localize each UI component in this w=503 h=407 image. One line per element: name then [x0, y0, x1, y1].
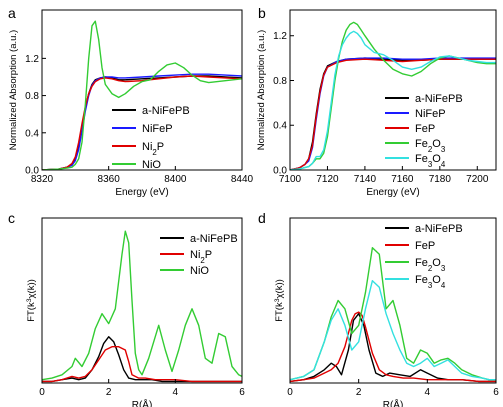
- legend: a-NiFePB NiFeP Ni2P NiO: [112, 105, 190, 171]
- legend-label: a-NiFePB: [415, 223, 463, 235]
- series-line-a-nifepb: [42, 336, 242, 383]
- series-group: [290, 247, 496, 383]
- x-tick-label: 0: [287, 387, 293, 398]
- legend-label: a-NiFePB: [415, 93, 463, 105]
- series-group: [290, 21, 496, 170]
- legend-label: Fe2O3: [415, 257, 446, 273]
- series-line-nifep: [42, 73, 242, 170]
- plot-frame: [289, 217, 497, 384]
- y-tick-label: 0.8: [25, 91, 39, 102]
- plot-frame: [41, 217, 243, 384]
- series-line-fe2o3: [290, 21, 496, 170]
- series-line-a-nifepb: [290, 57, 496, 170]
- x-tick-label: 6: [239, 387, 245, 398]
- x-axis-label: R(Å): [383, 398, 404, 407]
- series-line-ni2p: [42, 75, 242, 170]
- x-tick-label: 7140: [354, 174, 377, 185]
- x-tick-label: 4: [425, 387, 431, 398]
- y-tick-label: 0.4: [25, 128, 39, 139]
- x-axis-label: Energy (eV): [115, 187, 168, 198]
- series-line-fe3o4: [290, 280, 496, 381]
- legend-label: FeP: [415, 123, 435, 135]
- y-axis-label: FT(k3χ(k)): [274, 279, 286, 322]
- x-tick-label: 8360: [98, 174, 121, 185]
- panel-label: d: [258, 210, 266, 226]
- y-tick-label: 0.8: [273, 76, 287, 87]
- legend-label: NiFeP: [142, 123, 173, 135]
- panel-label: a: [8, 5, 16, 21]
- x-tick-label: 4: [173, 387, 179, 398]
- series-line-fe2o3: [290, 247, 496, 381]
- x-tick-label: 2: [106, 387, 112, 398]
- x-tick-label: 7100: [279, 174, 302, 185]
- series-line-nifep: [290, 57, 496, 170]
- legend-label: Fe3O4: [415, 153, 446, 169]
- series-line-fep: [290, 58, 496, 170]
- series-line-nio: [42, 230, 242, 381]
- legend-label: Ni2P: [190, 249, 212, 265]
- series-line-fe3o4: [290, 30, 496, 170]
- x-tick-label: 6: [493, 387, 499, 398]
- x-tick-label: 8440: [231, 174, 254, 185]
- x-tick-label: 2: [356, 387, 362, 398]
- plot-frame: [289, 9, 497, 171]
- legend-label: Ni2P: [142, 141, 164, 157]
- series-line-a-nifepb: [290, 313, 496, 383]
- series-line-nio: [42, 20, 242, 170]
- x-tick-label: 8320: [31, 174, 54, 185]
- y-axis-label: FT(k3χ(k)): [26, 279, 38, 322]
- y-tick-label: 0.0: [273, 166, 287, 177]
- y-axis-label: Normalized Absorption (a.u.): [8, 30, 19, 150]
- x-tick-label: 7160: [391, 174, 414, 185]
- legend-label: a-NiFePB: [190, 233, 238, 245]
- legend-label: NiO: [190, 265, 209, 277]
- legend-label: a-NiFePB: [142, 105, 190, 117]
- panel-label: b: [258, 5, 266, 21]
- x-axis-label: R(Å): [132, 398, 153, 407]
- series-group: [42, 20, 242, 170]
- plot-frame: [41, 9, 243, 171]
- panel-label: c: [8, 210, 15, 226]
- x-tick-label: 7200: [466, 174, 489, 185]
- series-line-ni2p: [42, 346, 242, 383]
- panel-b: 7100 7120 7140 7160 7180 7200 0.0 0.4 0.8 1.2 Ener…: [256, 5, 497, 198]
- x-tick-label: 7120: [316, 174, 339, 185]
- legend-label: NiO: [142, 159, 161, 171]
- series-group: [42, 230, 242, 383]
- y-tick-label: 0.0: [25, 166, 39, 177]
- x-tick-label: 0: [39, 387, 45, 398]
- y-tick-label: 1.2: [273, 31, 287, 42]
- legend-label: Fe2O3: [415, 138, 446, 154]
- y-axis-label: Normalized Absorption (a.u.): [256, 30, 267, 150]
- x-axis-label: Energy (eV): [366, 187, 419, 198]
- y-tick-label: 0.4: [273, 121, 287, 132]
- x-tick-label: 7180: [429, 174, 452, 185]
- legend-label: NiFeP: [415, 108, 446, 120]
- legend-label: FeP: [415, 240, 435, 252]
- series-line-fep: [290, 311, 496, 383]
- legend-label: Fe3O4: [415, 274, 446, 290]
- panel-a: 8320 8360 8400 8440 0.0 0.4 0.8 1.2 Energy (eV) N…: [8, 5, 254, 198]
- x-tick-label: 8400: [164, 174, 187, 185]
- y-tick-label: 1.2: [25, 54, 39, 65]
